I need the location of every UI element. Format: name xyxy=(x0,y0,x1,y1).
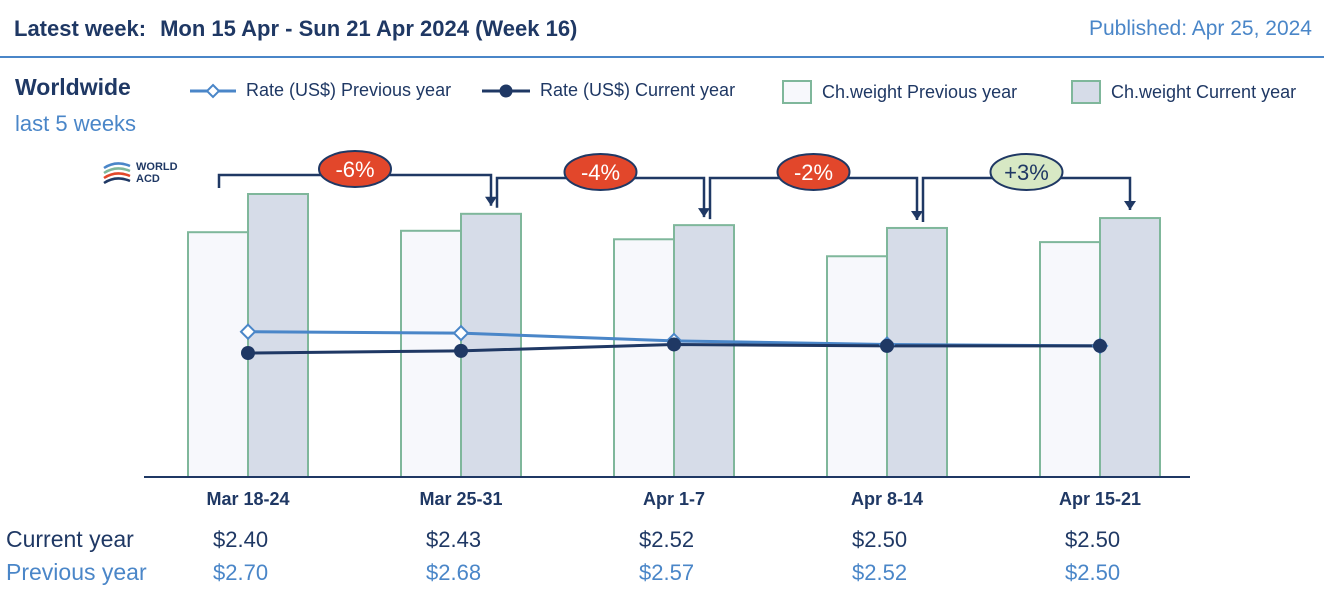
point-rate-current-year xyxy=(667,337,681,352)
point-rate-current-year xyxy=(241,346,255,360)
value-previous-year: $2.70 xyxy=(213,560,269,585)
bar-weight-current-year xyxy=(247,193,309,478)
legend-rate-current: Rate (US$) Current year xyxy=(480,80,735,101)
legend-weight-current: Ch.weight Current year xyxy=(1071,80,1296,104)
bar-weight-previous-year xyxy=(187,231,249,478)
change-badge-label: +3% xyxy=(1004,160,1049,185)
published-date: Published: Apr 25, 2024 xyxy=(1088,17,1312,40)
value-previous-year: $2.68 xyxy=(426,560,482,585)
row-label-current-year: Current year xyxy=(6,526,134,552)
bar-weight-previous-year xyxy=(613,238,675,478)
value-current-year: $2.43 xyxy=(426,527,482,552)
legend-bar-light-icon xyxy=(782,80,812,104)
period-subtitle: last 5 weeks xyxy=(15,111,137,136)
value-current-year: $2.50 xyxy=(1065,527,1121,552)
bar-weight-current-year xyxy=(673,224,735,478)
x-tick-label: Mar 18-24 xyxy=(206,489,289,509)
point-rate-previous-year xyxy=(239,323,257,341)
header-latest-week: Latest week: Mon 15 Apr - Sun 21 Apr 2024… xyxy=(14,16,577,42)
bar-weight-previous-year xyxy=(1039,241,1101,478)
change-badge-label: -6% xyxy=(335,157,374,182)
value-current-year: $2.50 xyxy=(852,527,908,552)
change-badge-label: -4% xyxy=(581,160,620,185)
change-arrow-icon xyxy=(1124,201,1136,211)
value-previous-year: $2.52 xyxy=(852,560,908,585)
change-badge xyxy=(989,153,1064,191)
change-arrow-icon xyxy=(911,210,923,220)
legend-rate-previous-label: Rate (US$) Previous year xyxy=(246,80,452,100)
point-rate-current-year xyxy=(454,343,468,358)
point-rate-current-year xyxy=(880,338,894,353)
value-current-year: $2.52 xyxy=(639,527,695,552)
header-divider xyxy=(0,56,1324,58)
worldacd-logo: WORLD ACD xyxy=(102,160,178,186)
region-title: Worldwide xyxy=(15,74,131,100)
change-badge xyxy=(318,150,392,188)
bar-weight-previous-year xyxy=(400,229,462,479)
bar-weight-current-year xyxy=(460,212,522,478)
x-tick-label: Apr 8-14 xyxy=(851,489,923,509)
value-previous-year: $2.57 xyxy=(639,560,695,585)
legend-weight-previous-label: Ch.weight Previous year xyxy=(822,81,1018,102)
change-badge-label: -2% xyxy=(794,160,833,185)
legend-line-dot-icon xyxy=(482,84,530,97)
legend-weight-previous: Ch.weight Previous year xyxy=(782,80,1017,104)
legend-weight-current-label: Ch.weight Current year xyxy=(1111,81,1297,102)
value-current-year: $2.40 xyxy=(213,527,269,552)
legend-bar-dark-icon xyxy=(1071,80,1101,104)
value-previous-year: $2.50 xyxy=(1065,560,1121,585)
point-rate-current-year xyxy=(1093,338,1107,353)
legend-rate-previous: Rate (US$) Previous year xyxy=(188,80,451,101)
row-label-previous-year: Previous year xyxy=(6,559,147,585)
point-rate-previous-year xyxy=(452,324,470,342)
change-arrow-icon xyxy=(698,208,710,218)
week-range: Mon 15 Apr - Sun 21 Apr 2024 (Week 16) xyxy=(160,16,578,41)
worldacd-swoosh-icon xyxy=(103,162,131,185)
change-badge xyxy=(776,153,851,191)
bar-weight-current-year xyxy=(1099,217,1161,479)
x-tick-label: Mar 25-31 xyxy=(419,489,502,509)
legend-line-diamond-icon xyxy=(190,83,236,98)
bar-weight-previous-year xyxy=(826,255,888,479)
legend-rate-current-label: Rate (US$) Current year xyxy=(540,80,736,100)
change-badge xyxy=(563,153,638,191)
logo-line-1: WORLD xyxy=(136,161,178,173)
change-arrow-icon xyxy=(485,196,497,206)
logo-line-2: ACD xyxy=(136,173,160,185)
latest-week-label: Latest week: xyxy=(14,16,147,41)
x-tick-label: Apr 1-7 xyxy=(643,489,705,509)
cargo-rate-chart: Mar 18-24 Mar 25-31 Apr 1-7 Apr 8-14 Apr 15-… xyxy=(144,150,1190,509)
bar-weight-current-year xyxy=(886,226,948,478)
x-tick-label: Apr 15-21 xyxy=(1059,489,1141,509)
